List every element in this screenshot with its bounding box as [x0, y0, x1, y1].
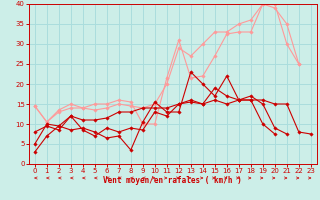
X-axis label: Vent moyen/en rafales ( km/h ): Vent moyen/en rafales ( km/h )	[103, 176, 242, 185]
